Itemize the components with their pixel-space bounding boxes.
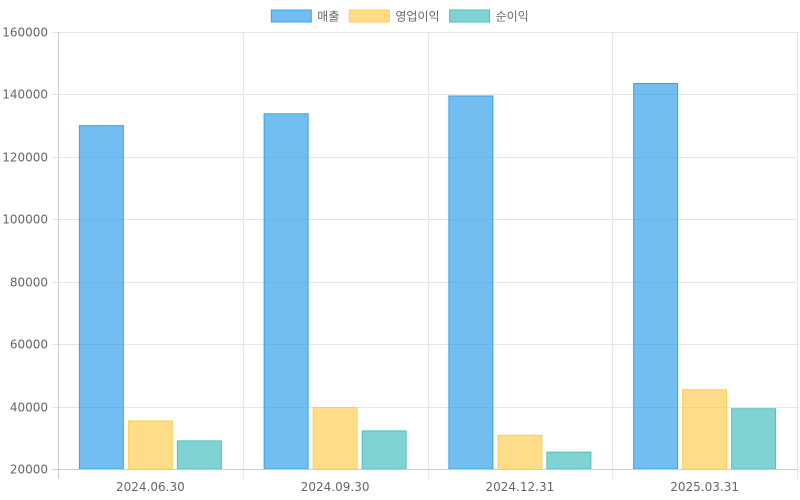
legend-label: 매출 xyxy=(317,10,339,24)
y-tick-label: 60000 xyxy=(10,338,48,352)
bar xyxy=(176,440,222,470)
bar xyxy=(263,113,309,470)
chart-legend: 매출 영업이익 순이익 xyxy=(270,9,529,24)
bar xyxy=(497,434,543,470)
bar xyxy=(361,430,407,470)
y-tick-label: 100000 xyxy=(2,213,48,227)
y-tick-label: 40000 xyxy=(10,401,48,415)
bar xyxy=(312,407,358,470)
legend-swatch xyxy=(449,9,491,23)
x-tick-label: 2025.03.31 xyxy=(670,480,739,494)
bar xyxy=(633,83,679,470)
legend-swatch xyxy=(270,9,312,23)
bar xyxy=(127,420,173,470)
bar xyxy=(731,408,777,470)
legend-label: 순이익 xyxy=(496,10,529,24)
legend-label: 영업이익 xyxy=(395,10,439,24)
x-tick-label: 2024.06.30 xyxy=(116,480,185,494)
x-tick-label: 2024.09.30 xyxy=(301,480,370,494)
y-axis-ticks: 160000 140000 120000 100000 80000 60000 40000 2… xyxy=(2,26,48,477)
bar xyxy=(448,95,494,470)
legend-swatch xyxy=(348,9,390,23)
y-tick-label: 120000 xyxy=(2,151,48,165)
x-tick-label: 2024.12.31 xyxy=(486,480,555,494)
y-tick-label: 80000 xyxy=(10,276,48,290)
y-tick-label: 20000 xyxy=(10,463,48,477)
y-tick-label: 160000 xyxy=(2,26,48,40)
bar xyxy=(78,125,124,470)
bar xyxy=(682,389,728,470)
chart-grid xyxy=(52,32,798,479)
chart-axes xyxy=(52,32,797,479)
x-axis-ticks: 2024.06.30 2024.09.30 2024.12.31 2025.03.31 xyxy=(116,480,739,494)
bar xyxy=(546,451,592,470)
bars-group xyxy=(78,83,777,470)
y-tick-label: 140000 xyxy=(2,88,48,102)
